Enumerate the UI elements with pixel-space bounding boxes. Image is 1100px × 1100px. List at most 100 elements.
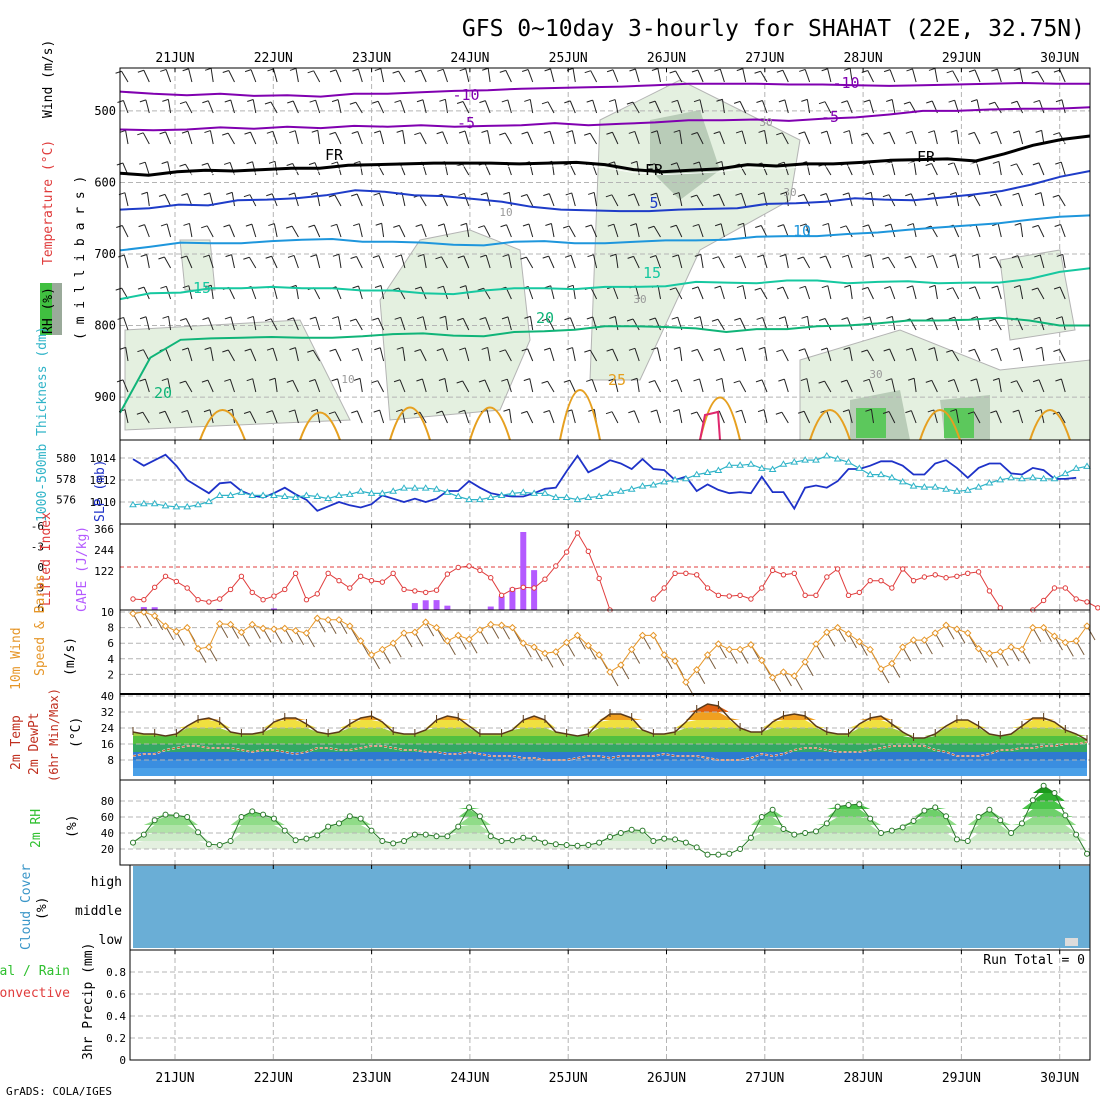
wind-barb-flag — [266, 193, 273, 197]
wind-barb-flag — [563, 379, 571, 383]
wind-barb — [529, 378, 534, 393]
wind-barb-flag — [372, 317, 379, 321]
wind-barb-flag — [393, 379, 401, 383]
wind-barb — [273, 68, 278, 83]
rh-point — [975, 814, 982, 820]
thickness-point — [356, 487, 365, 494]
wind-barb — [888, 411, 896, 424]
wind-barb-flag — [605, 194, 613, 198]
wind-barb — [187, 347, 193, 362]
wind-barb — [355, 102, 363, 114]
wind-barb-flag — [884, 223, 892, 227]
wind-barb-flag — [524, 98, 531, 102]
wind-barb-flag — [202, 254, 210, 258]
wind-barb-flag — [119, 346, 126, 350]
wind-barb-flag — [287, 254, 295, 258]
wind-barb — [572, 68, 576, 83]
wind-speed-point — [497, 621, 506, 629]
wind-barb-flag — [287, 100, 294, 104]
wind-speed-point — [1083, 622, 1091, 630]
pressure-tick-label: 500 — [94, 104, 116, 118]
wind-barb — [122, 379, 129, 393]
wind-barb — [996, 68, 1002, 83]
li-point — [932, 572, 938, 578]
rh-point — [498, 838, 505, 844]
wind-barb-flag — [927, 409, 934, 413]
thickness-point — [1007, 473, 1015, 481]
wind-barb-flag — [521, 348, 528, 352]
rh-point — [1040, 782, 1047, 789]
wind-speed-point — [617, 661, 625, 669]
thickness-point — [909, 482, 918, 489]
wind-barb-flag — [481, 346, 488, 350]
wind-speed-point — [476, 626, 484, 634]
thickness-point — [703, 468, 712, 476]
wind-barb-flag — [776, 132, 783, 136]
wind-barb-flag — [331, 378, 338, 382]
wind-speed-point — [812, 640, 820, 648]
wind-barb-flag — [179, 380, 186, 384]
rh-shading-high — [856, 408, 886, 438]
ylabel-wind: Wind (m/s) — [41, 40, 56, 118]
rh-point — [292, 837, 299, 844]
wind-barb-flag — [331, 99, 339, 103]
wind-barb-flag — [755, 225, 762, 229]
thickness-point — [953, 487, 961, 494]
rh-point — [541, 839, 548, 846]
wind-barb — [868, 379, 874, 393]
wind-barb — [444, 99, 448, 114]
wind-barb-flag — [374, 285, 382, 288]
wind-barb-flag — [541, 318, 549, 322]
wind-barb-flag — [928, 347, 935, 351]
rh-point — [335, 820, 342, 827]
wind-barb — [1059, 349, 1066, 362]
wind-barb — [763, 409, 768, 424]
wind-barb — [1039, 254, 1045, 269]
date-tick-bottom: 27JUN — [745, 1071, 784, 1086]
wind-barb-flag — [564, 254, 572, 258]
wind-barb-flag — [608, 378, 615, 382]
wind-barb — [910, 256, 917, 269]
wind-barb — [208, 255, 214, 269]
li-point — [336, 577, 342, 584]
rh-band — [133, 809, 1087, 817]
temp-tick-label: 24 — [101, 722, 115, 735]
wind-barb — [358, 285, 363, 300]
wind-barb — [336, 161, 342, 176]
wind-barb — [632, 318, 640, 331]
wind-barb — [743, 223, 747, 238]
wind-barb — [868, 224, 874, 238]
wind-barb-flag — [162, 98, 169, 102]
thickness-point — [335, 491, 343, 498]
li-point — [151, 584, 158, 590]
wind-barb — [1037, 287, 1045, 300]
li-point — [423, 589, 429, 596]
wind-barb-flag — [395, 409, 403, 413]
wind-barb — [720, 285, 725, 300]
wind-barb — [870, 409, 874, 424]
wind-barb — [525, 256, 534, 269]
wind-barb-flag — [800, 378, 808, 382]
wind-barb-flag — [990, 347, 998, 351]
wind-barb — [656, 130, 661, 145]
wind-barb — [827, 68, 832, 83]
wind-barb-flag — [586, 378, 593, 382]
thickness-point — [692, 470, 701, 478]
wind-barb-flag — [648, 380, 655, 384]
rh-point — [531, 835, 538, 842]
wind-barb — [781, 349, 789, 362]
wind-barb — [675, 287, 683, 300]
wind-barb — [400, 317, 406, 331]
li-point — [726, 593, 732, 599]
wind-barb-flag — [1012, 409, 1019, 413]
wind-barb-flag — [458, 409, 465, 413]
wind-barb — [274, 378, 278, 393]
thickness-tick-label: 578 — [56, 473, 76, 486]
wind-barb-flag — [396, 346, 403, 350]
page-title: GFS 0~10day 3-hourly for SHAHAT (22E, 32… — [462, 16, 1085, 42]
wind-barb — [338, 254, 342, 269]
wind-barb — [974, 286, 981, 300]
wind-barb — [998, 161, 1002, 176]
wind-barb — [186, 193, 193, 207]
wind-speed-point — [129, 609, 137, 618]
